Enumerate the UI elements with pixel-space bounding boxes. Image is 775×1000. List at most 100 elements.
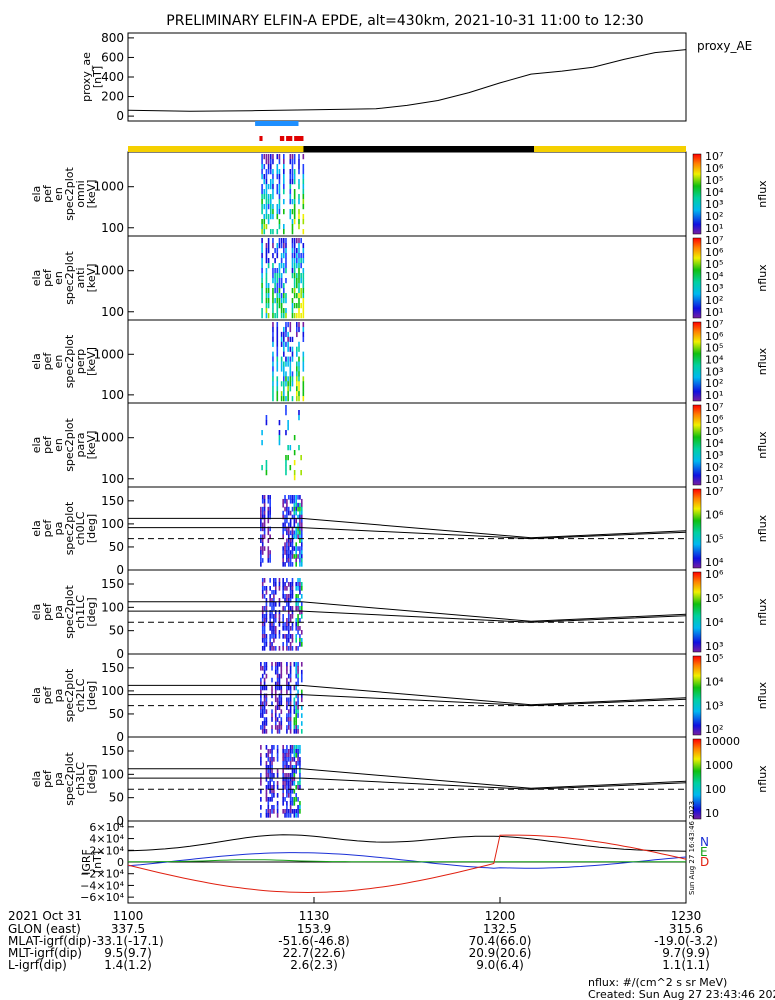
spectrogram-anti-cell — [261, 268, 263, 274]
pitch-angle-ch3LC-cell — [276, 809, 279, 814]
spectrogram-perp-cell — [276, 351, 279, 357]
status-bar-segment — [303, 146, 535, 152]
pitch-angle-ch0LC-cell — [284, 550, 286, 555]
pitch-angle-ch1LC-cell — [278, 602, 281, 607]
spectrogram-anti-cell — [298, 283, 300, 289]
pitch-angle-ch2LC-cell — [280, 662, 283, 667]
spectrogram-perp-cell — [291, 371, 294, 377]
spectrogram-omni-cell — [265, 189, 268, 195]
pitch-angle-ch2LC-cell — [293, 725, 296, 730]
pitch-angle-ch1LC-cell — [291, 606, 294, 611]
spectrogram-omni-cell — [261, 174, 263, 180]
spectrogram-omni-cell — [276, 229, 279, 235]
spectrogram-anti-cell — [280, 293, 283, 299]
pitch-angle-ch2LC-cell — [293, 721, 296, 726]
pitch-angle-ch0LC-cell — [261, 546, 264, 551]
pitch-angle-ch0LC-cell — [286, 506, 288, 512]
pitch-angle-ch1LC-cell — [269, 646, 271, 651]
spectrogram-perp-cell — [298, 396, 300, 402]
pitch-angle-ch0LC-cell — [284, 542, 286, 547]
pitch-angle-ch2LC-cell — [276, 701, 279, 707]
spectrogram-anti-cell — [276, 288, 279, 294]
pitch-angle-ch2LC-cell — [274, 697, 277, 703]
spectrogram-omni-cell — [265, 174, 268, 180]
spectrogram-para-cell — [265, 420, 268, 426]
pitch-angle-ch1LC-cell — [273, 618, 275, 623]
pitch-angle-ch1LC-cell — [261, 638, 264, 643]
pitch-angle-ch3LC-cell — [289, 789, 292, 794]
spectrogram-perp-cell — [280, 361, 283, 367]
spectrogram-anti-cell — [265, 258, 268, 264]
pitch-angle-ch0LC-cell — [299, 526, 301, 532]
spectrogram-omni-cell — [265, 214, 268, 220]
spectrogram-para-cell — [293, 435, 296, 441]
spectrogram-omni-cell — [278, 179, 281, 185]
pitch-angle-ch3LC-cell — [287, 753, 290, 758]
spectrogram-omni-cell — [272, 184, 274, 190]
pitch-angle-ch0LC-cell — [291, 534, 294, 540]
pitch-angle-ch3LC-cell — [297, 805, 299, 810]
pitch-angle-ch2LC-cell — [263, 681, 266, 687]
pitch-angle-ch3LC-cell — [291, 781, 294, 786]
spectrogram-anti-cell — [265, 293, 268, 299]
pitch-angle-ch3LC-cell — [287, 793, 290, 798]
spectrogram-omni-cell — [272, 189, 274, 195]
pitch-angle-ch1LC-cell — [278, 586, 281, 591]
spectrogram-anti-cell — [300, 303, 302, 309]
pitch-angle-ch0LC-cell — [282, 550, 284, 555]
spectrogram-anti-cell — [274, 258, 276, 264]
pitch-angle-ch0LC-cell — [260, 522, 262, 528]
spectrogram-omni-cell — [265, 179, 268, 185]
spectrogram-anti-cell — [276, 293, 279, 299]
spectrogram-omni-cell — [261, 189, 263, 195]
pitch-angle-ch3LC-cell — [276, 757, 279, 762]
spectrogram-anti-cell — [293, 303, 296, 309]
pitch-angle-ch0LC-cell — [291, 554, 294, 559]
proxy_ae-frame — [127, 32, 687, 122]
pitch-angle-ch3LC-cell — [265, 789, 268, 794]
pitch-angle-ch1LC-cell — [278, 614, 281, 619]
pitch-angle-ch3LC-ylabel-line: ela — [30, 771, 43, 788]
spectrogram-perp-cell — [285, 322, 287, 328]
spectrogram-anti-cell — [278, 263, 281, 269]
pitch-angle-ch3LC-cell — [267, 797, 270, 802]
pitch-angle-ch3LC-cell — [291, 765, 294, 770]
spectrogram-perp-cell — [276, 366, 279, 372]
pitch-angle-ch3LC-cell — [287, 749, 290, 754]
spectrogram-anti-cell — [272, 288, 274, 294]
spectrogram-perp-cell — [272, 366, 274, 372]
pitch-angle-ch2LC-cell — [265, 673, 268, 679]
spectrogram-anti-cell — [285, 293, 287, 299]
pitch-angle-ch0LC-cell — [269, 534, 271, 540]
spectrogram-anti-cell — [291, 263, 294, 269]
spectrogram-perp-cell — [287, 376, 289, 382]
spectrogram-perp-cell — [296, 351, 298, 357]
pitch-angle-ch0LC-cell — [260, 538, 262, 543]
pitch-angle-ch1LC-cell — [269, 642, 271, 647]
pitch-angle-ch2LC-cell — [260, 709, 262, 714]
pitch-angle-ch3LC-cell — [269, 777, 271, 782]
pitch-angle-ch1LC-cell — [271, 606, 273, 611]
pitch-angle-ch2LC-cell — [276, 685, 279, 691]
spectrogram-anti-cell — [274, 273, 276, 279]
spectrogram-anti-cell — [265, 248, 268, 254]
spectrogram-perp-cell — [285, 371, 287, 377]
pitch-angle-ch0LC-cell — [293, 502, 296, 508]
pitch-angle-ch3LC-cell — [297, 749, 299, 754]
pitch-angle-ch3LC-cell — [293, 781, 296, 786]
spectrogram-perp-cell — [280, 331, 283, 338]
spectrogram-perp-cell — [280, 391, 283, 397]
spectrogram-omni-cell — [283, 154, 285, 160]
pitch-angle-ch2LC-cell — [265, 721, 268, 726]
pitch-angle-ch3LC-cell — [295, 793, 297, 798]
spectrogram-para-cell — [287, 455, 289, 461]
pitch-angle-ch2LC-cell — [261, 701, 264, 707]
pitch-angle-ch1LC-cell — [291, 582, 294, 587]
pitch-angle-ch1LC-cell — [269, 622, 271, 627]
pitch-angle-ch2LC-cell — [263, 705, 266, 710]
spectrogram-omni-cell — [267, 184, 270, 190]
pitch-angle-ch3LC-cell — [273, 745, 275, 750]
spectrogram-perp-cell — [296, 371, 298, 377]
pitch-angle-ch0LC-cell — [295, 554, 297, 559]
pitch-angle-ch0LC-cell — [289, 518, 292, 524]
